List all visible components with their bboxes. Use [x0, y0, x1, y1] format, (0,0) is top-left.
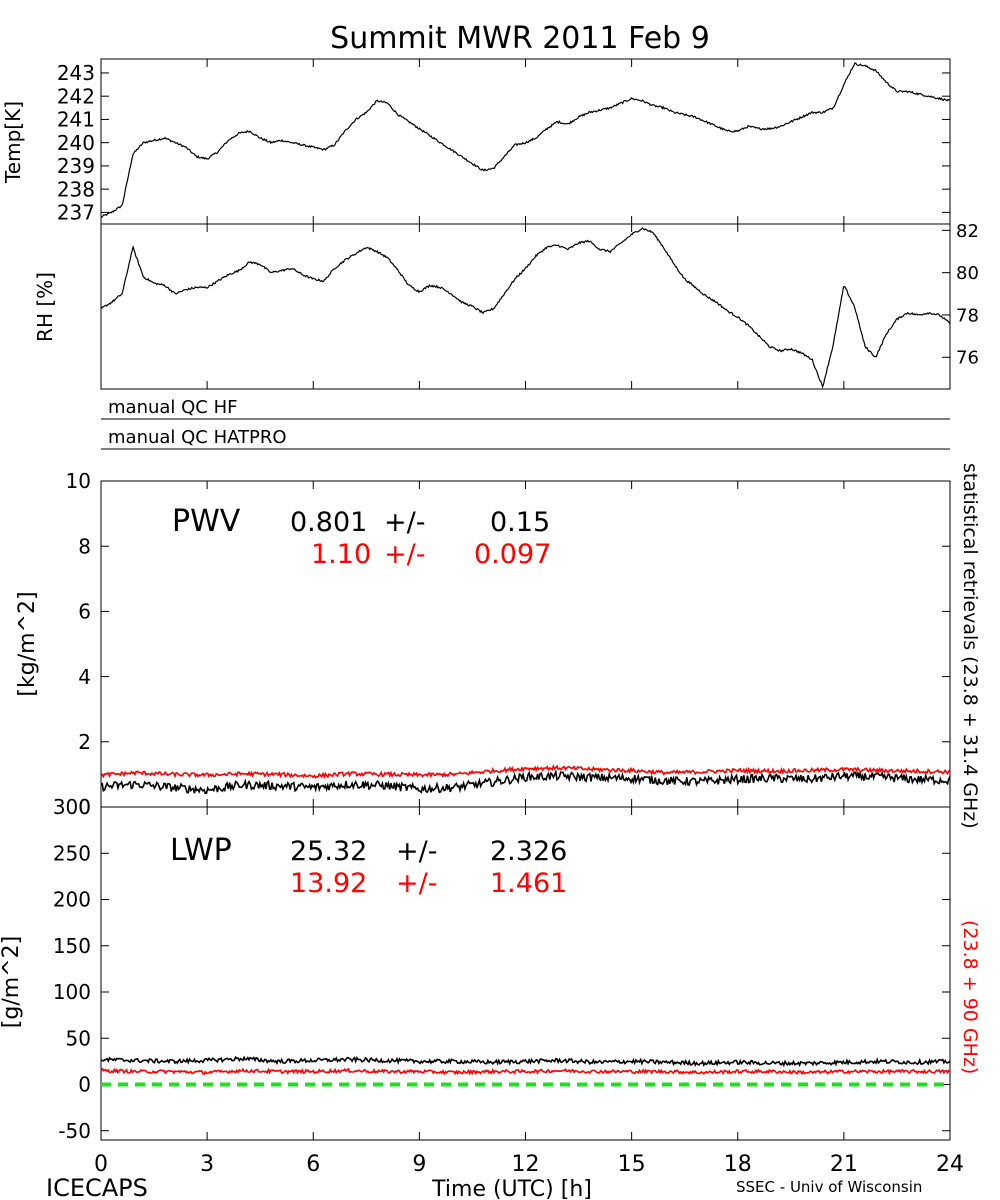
xtick-label: 21	[830, 1152, 858, 1177]
xtick-label: 3	[200, 1152, 214, 1177]
lwp-black-sd: 2.326	[490, 836, 567, 867]
lwp-ytick-label: -50	[58, 1119, 91, 1143]
rh-series-line	[100, 226, 951, 389]
rh-panel-frame	[100, 223, 951, 390]
footer-right: SSEC - Univ of Wisconsin	[736, 1178, 922, 1196]
side-label-red: (23.8 + 90 GHz)	[959, 920, 981, 1074]
lwp-ytick-label: 50	[66, 1026, 91, 1050]
rh-ytick-label: 80	[956, 263, 979, 284]
pwv-red-pm: +/-	[384, 539, 425, 570]
pwv-red-mean: 1.10	[311, 539, 371, 570]
pwv-red-sd: 0.097	[474, 539, 551, 570]
rh-ytick-label: 78	[956, 305, 979, 326]
pwv-black-pm: +/-	[384, 507, 425, 538]
lwp-ylabel: [g/m^2]	[0, 936, 24, 1028]
lwp-ytick-label: 150	[53, 934, 91, 958]
rh-ytick-label: 76	[956, 348, 979, 369]
xtick-label: 6	[306, 1152, 320, 1177]
lwp-ytick-label: 250	[53, 841, 91, 865]
xtick-label: 9	[412, 1152, 426, 1177]
footer-left: ICECAPS	[46, 1174, 148, 1200]
pwv-series-black	[100, 768, 951, 795]
temp-ytick-label: 240	[57, 131, 95, 155]
chart-title: Summit MWR 2011 Feb 9	[330, 21, 710, 56]
series-layer	[100, 62, 951, 1087]
lwp-ytick-label: 0	[78, 1073, 91, 1097]
pwv-series-red	[100, 764, 951, 780]
pwv-ytick-label: 0	[78, 795, 91, 819]
xtick-label: 15	[618, 1152, 646, 1177]
lwp-ytick-label: 100	[53, 980, 91, 1004]
qc-hatpro-label: manual QC HATPRO	[108, 427, 287, 448]
qc-hf-label: manual QC HF	[108, 397, 237, 418]
pwv-ytick-label: 2	[78, 730, 91, 754]
temp-ytick-label: 242	[57, 84, 95, 108]
temp-ytick-label: 239	[57, 154, 95, 178]
xtick-label: 24	[936, 1152, 964, 1177]
lwp-annotation-label: LWP	[170, 833, 232, 868]
pwv-ytick-label: 6	[78, 600, 91, 624]
xtick-label: 18	[724, 1152, 752, 1177]
lwp-black-pm: +/-	[396, 836, 437, 867]
temp-series-line	[100, 62, 951, 218]
pwv-black-mean: 0.801	[290, 507, 367, 538]
pwv-ytick-label: 4	[78, 665, 91, 689]
temp-ytick-label: 238	[57, 177, 95, 201]
temp-ytick-label: 243	[57, 61, 95, 85]
x-axis-label: Time (UTC) [h]	[431, 1177, 592, 1200]
side-label-black: statistical retrievals (23.8 + 31.4 GHz)	[959, 463, 981, 829]
temp-ytick-label: 237	[57, 201, 95, 225]
pwv-ytick-label: 8	[78, 534, 91, 558]
xtick-label: 12	[512, 1152, 540, 1177]
pwv-black-sd: 0.15	[490, 507, 550, 538]
xtick-label: 0	[94, 1152, 108, 1177]
ticks-layer: 237238239240241242243767880820246810-500…	[53, 59, 979, 1177]
lwp-red-pm: +/-	[396, 868, 437, 899]
temp-ytick-label: 241	[57, 108, 95, 132]
lwp-ytick-label: 300	[53, 795, 91, 819]
pwv-ylabel: [kg/m^2]	[15, 591, 40, 696]
lwp-series-red	[100, 1067, 951, 1076]
lwp-red-sd: 1.461	[490, 868, 567, 899]
lwp-series-black	[100, 1055, 951, 1068]
lwp-red-mean: 13.92	[290, 868, 367, 899]
lwp-ytick-label: 200	[53, 888, 91, 912]
lwp-black-mean: 25.32	[290, 836, 367, 867]
pwv-ytick-label: 10	[66, 469, 91, 493]
rh-ylabel: RH [%]	[33, 272, 57, 342]
temp-ylabel: Temp[K]	[1, 101, 25, 184]
rh-ytick-label: 82	[956, 221, 979, 242]
pwv-annotation-label: PWV	[172, 504, 241, 539]
